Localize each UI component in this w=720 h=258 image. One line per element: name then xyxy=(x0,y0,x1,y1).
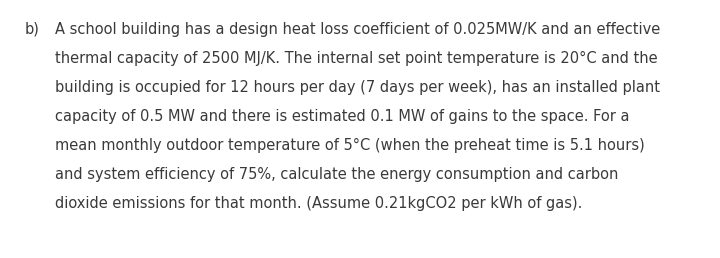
Text: dioxide emissions for that month. (Assume 0.21kgCO2 per kWh of gas).: dioxide emissions for that month. (Assum… xyxy=(55,196,582,211)
Text: capacity of 0.5 MW and there is estimated 0.1 MW of gains to the space. For a: capacity of 0.5 MW and there is estimate… xyxy=(55,109,629,124)
Text: mean monthly outdoor temperature of 5°C (when the preheat time is 5.1 hours): mean monthly outdoor temperature of 5°C … xyxy=(55,138,644,153)
Text: and system efficiency of 75%, calculate the energy consumption and carbon: and system efficiency of 75%, calculate … xyxy=(55,167,618,182)
Text: building is occupied for 12 hours per day (7 days per week), has an installed pl: building is occupied for 12 hours per da… xyxy=(55,80,660,95)
Text: thermal capacity of 2500 MJ/K. The internal set point temperature is 20°C and th: thermal capacity of 2500 MJ/K. The inter… xyxy=(55,51,657,66)
Text: b): b) xyxy=(25,22,40,37)
Text: A school building has a design heat loss coefficient of 0.025MW/K and an effecti: A school building has a design heat loss… xyxy=(55,22,660,37)
